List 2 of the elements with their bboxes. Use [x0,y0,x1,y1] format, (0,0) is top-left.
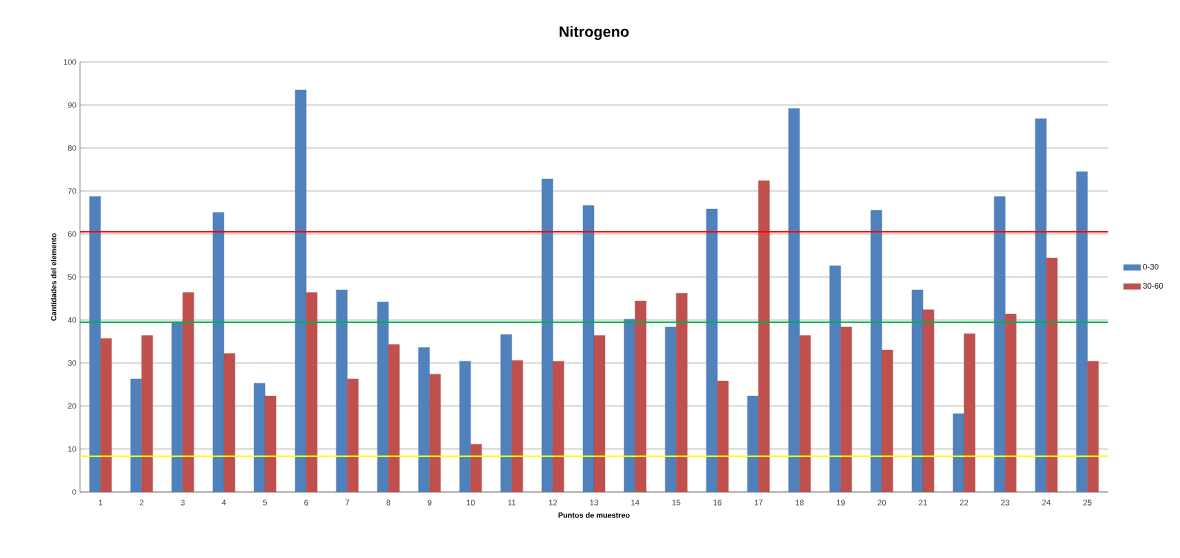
bar [500,334,512,492]
chart-title: Nitrogeno [559,26,629,40]
